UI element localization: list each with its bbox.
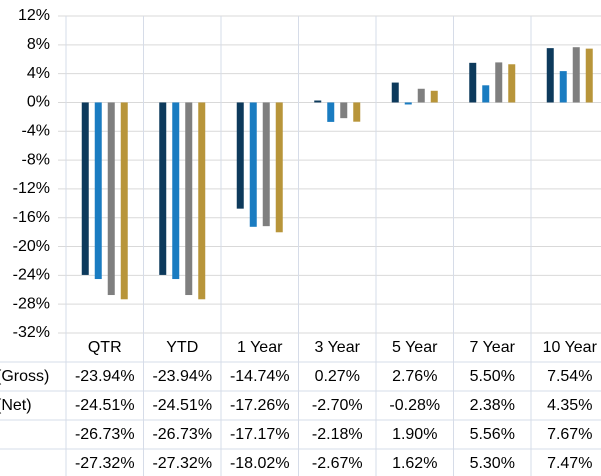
bar (417, 88, 425, 103)
bar (353, 102, 361, 122)
table-cell: -23.94% (75, 368, 135, 385)
table-cell: -26.73% (152, 426, 212, 443)
table-cell: -23.94% (152, 368, 212, 385)
table-cell: 5.30% (470, 455, 515, 472)
table-cell: 7.47% (547, 455, 592, 472)
bar (172, 102, 180, 280)
bar (404, 102, 412, 105)
table-cell: -27.32% (75, 455, 135, 472)
y-tick-label: -24% (13, 267, 50, 284)
table-cell: 2.38% (470, 397, 515, 414)
x-tick-label: QTR (88, 339, 122, 356)
bar (572, 47, 580, 103)
bar (81, 102, 89, 275)
bar (94, 102, 102, 280)
y-tick-label: -4% (22, 122, 50, 139)
table-cell: -2.67% (312, 455, 363, 472)
table-cell: -17.17% (230, 426, 290, 443)
x-tick-label: 10 Year (543, 339, 598, 356)
x-tick-label: 1 Year (237, 339, 283, 356)
table-cell: 5.56% (470, 426, 515, 443)
table-cell: -27.32% (152, 455, 212, 472)
bar (469, 62, 477, 103)
table-cell: 7.54% (547, 368, 592, 385)
x-tick-label: 7 Year (470, 339, 516, 356)
y-tick-label: -16% (13, 209, 50, 226)
y-tick-label: 8% (27, 36, 50, 53)
x-tick-label: YTD (166, 339, 198, 356)
table-cell: -18.02% (230, 455, 290, 472)
bar (236, 102, 244, 209)
bar (482, 85, 490, 103)
bar (262, 102, 270, 227)
bar (249, 102, 257, 227)
table-cell: -0.28% (389, 397, 440, 414)
table-cell: 0.27% (315, 368, 360, 385)
table-cell: -17.26% (230, 397, 290, 414)
x-tick-label: 3 Year (315, 339, 361, 356)
bar (585, 48, 593, 103)
bar (559, 71, 567, 103)
bar (327, 102, 335, 122)
table-cell: -2.18% (312, 426, 363, 443)
y-tick-label: 4% (27, 65, 50, 82)
table-cell: -14.74% (230, 368, 290, 385)
bar (391, 82, 399, 103)
bar (107, 102, 115, 296)
bar (495, 62, 503, 103)
table-cell: 4.35% (547, 397, 592, 414)
bar (198, 102, 206, 300)
table-cell: 2.76% (392, 368, 437, 385)
bar (185, 102, 193, 296)
bar (508, 64, 516, 103)
y-tick-label: 12% (18, 7, 50, 24)
y-tick-label: -12% (13, 180, 50, 197)
bar (275, 102, 283, 233)
legend-label: (Net) (0, 397, 32, 414)
bar (340, 102, 348, 119)
table-cell: 5.50% (470, 368, 515, 385)
y-tick-label: -20% (13, 238, 50, 255)
bar (120, 102, 128, 300)
bar (430, 90, 438, 103)
y-tick-label: -32% (13, 324, 50, 341)
y-tick-label: -28% (13, 295, 50, 312)
legend-label: (Gross) (0, 368, 49, 385)
bar (546, 48, 554, 103)
table-cell: 1.90% (392, 426, 437, 443)
table-cell: -24.51% (152, 397, 212, 414)
y-tick-label: -8% (22, 151, 50, 168)
table-cell: 7.67% (547, 426, 592, 443)
table-cell: -24.51% (75, 397, 135, 414)
bar (314, 100, 322, 103)
table-cell: 1.62% (392, 455, 437, 472)
table-cell: -26.73% (75, 426, 135, 443)
x-tick-label: 5 Year (392, 339, 438, 356)
table-cell: -2.70% (312, 397, 363, 414)
y-tick-label: 0% (27, 94, 50, 111)
bar (159, 102, 167, 275)
